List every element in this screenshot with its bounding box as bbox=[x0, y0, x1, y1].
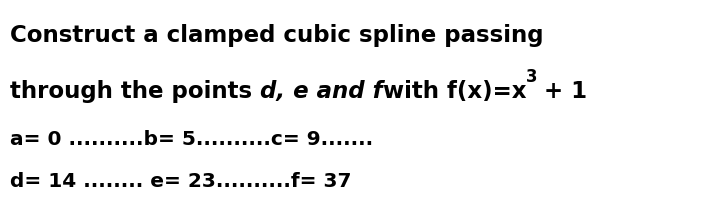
Text: through the points: through the points bbox=[10, 80, 260, 103]
Text: a= 0 ..........b= 5..........c= 9.......: a= 0 ..........b= 5..........c= 9....... bbox=[10, 130, 373, 149]
Text: with f(x)=x: with f(x)=x bbox=[383, 80, 526, 103]
Text: d, e and f: d, e and f bbox=[260, 80, 383, 103]
Text: Construct a clamped cubic spline passing: Construct a clamped cubic spline passing bbox=[10, 24, 544, 47]
Text: d= 14 ........ e= 23..........f= 37: d= 14 ........ e= 23..........f= 37 bbox=[10, 172, 351, 191]
Text: + 1: + 1 bbox=[536, 80, 587, 103]
Text: 3: 3 bbox=[526, 68, 538, 86]
